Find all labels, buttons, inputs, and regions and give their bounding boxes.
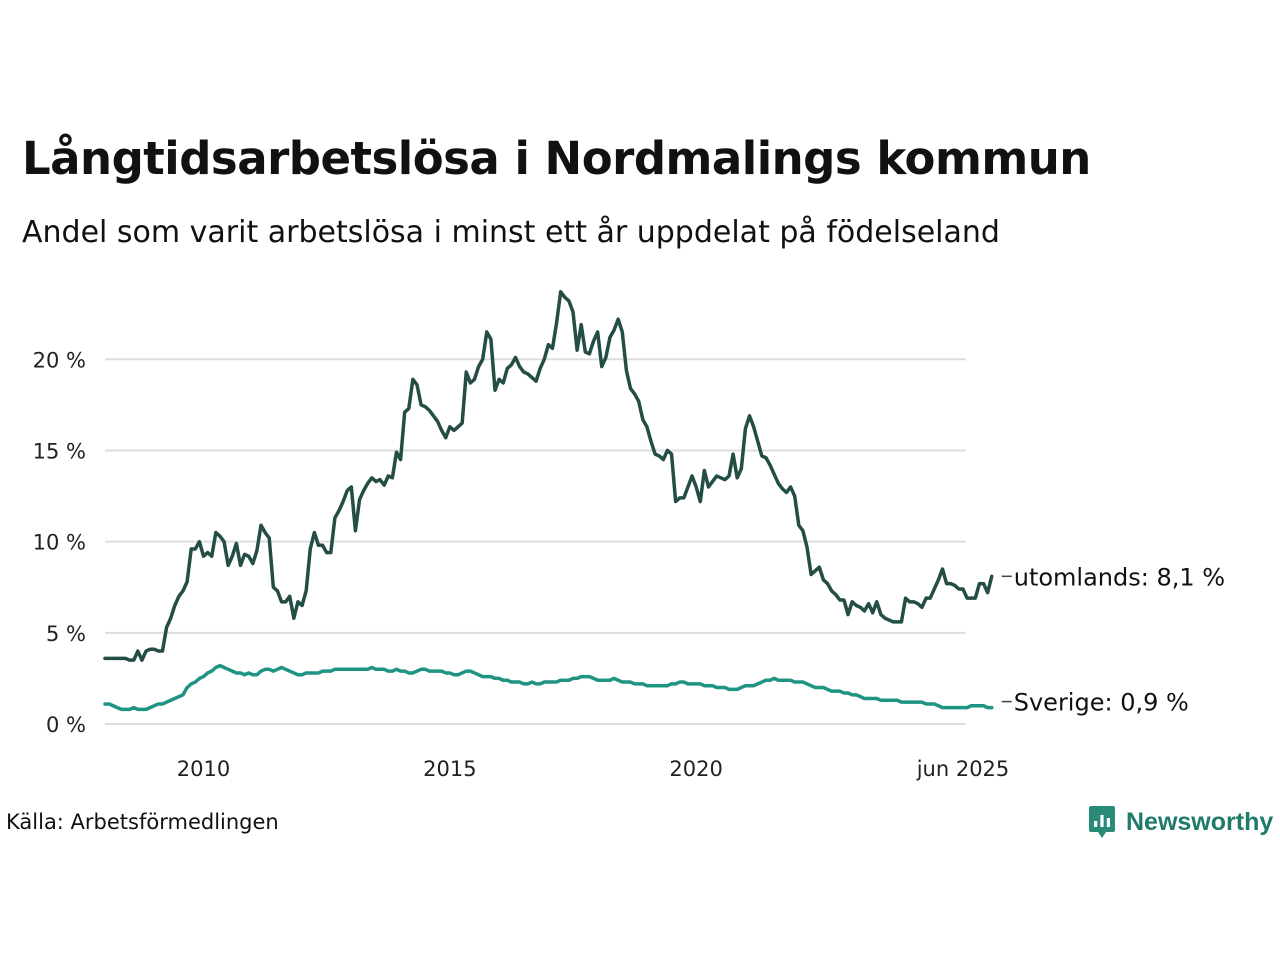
series-line-sverige bbox=[103, 663, 994, 712]
y-tick-label: 0 % bbox=[46, 713, 86, 737]
x-axis-tick-labels: 2010 2015 2020 jun 2025 bbox=[177, 757, 1009, 781]
series-line-utomlands bbox=[103, 290, 994, 662]
series-end-labels: utomlands: 8,1 % Sverige: 0,9 % bbox=[1001, 563, 1225, 717]
x-tick-label: 2015 bbox=[423, 757, 476, 781]
y-tick-label: 5 % bbox=[46, 622, 86, 646]
y-axis-tick-labels: 0 % 5 % 10 % 15 % 20 % bbox=[33, 348, 86, 737]
y-tick-label: 10 % bbox=[33, 531, 86, 555]
newsworthy-logo-icon bbox=[1088, 804, 1116, 840]
y-tick-label: 20 % bbox=[33, 348, 86, 372]
x-tick-label: 2020 bbox=[669, 757, 722, 781]
x-tick-label: 2010 bbox=[177, 757, 230, 781]
brand-logo[interactable]: Newsworthy bbox=[1088, 804, 1273, 840]
brand-name: Newsworthy bbox=[1126, 807, 1274, 836]
source-note: Källa: Arbetsförmedlingen bbox=[6, 810, 279, 834]
series-lines bbox=[103, 290, 994, 712]
chart-subtitle: Andel som varit arbetslösa i minst ett å… bbox=[22, 215, 1000, 250]
x-tick-label: jun 2025 bbox=[916, 757, 1010, 781]
grid-lines bbox=[105, 358, 966, 725]
chart-title: Långtidsarbetslösa i Nordmalings kommun bbox=[22, 132, 1091, 185]
y-tick-label: 15 % bbox=[33, 439, 86, 463]
series-end-label-sverige: Sverige: 0,9 % bbox=[1014, 689, 1189, 717]
series-end-label-utomlands: utomlands: 8,1 % bbox=[1014, 563, 1225, 591]
